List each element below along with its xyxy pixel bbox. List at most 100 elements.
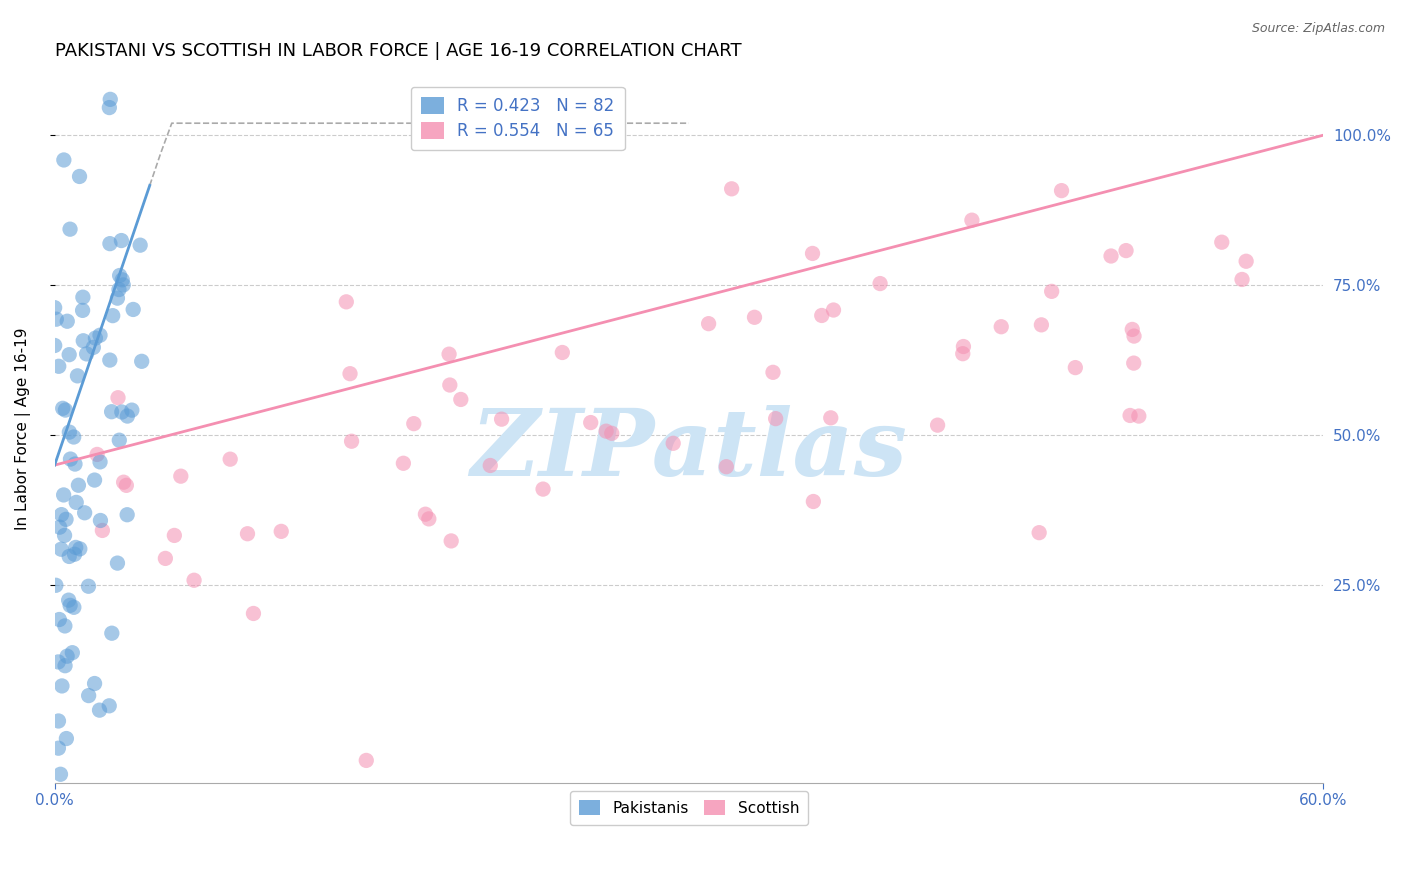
Point	[98, 353, 121, 368]
Point	[402, 417, 425, 431]
Point	[65, 495, 87, 509]
Point	[55, 731, 77, 746]
Point	[98, 92, 121, 106]
Point	[551, 345, 574, 359]
Point	[62, 430, 84, 444]
Point	[801, 246, 824, 260]
Point	[58, 549, 80, 564]
Point	[56, 314, 79, 328]
Point	[48, 359, 70, 374]
Point	[56, 649, 79, 664]
Point	[1123, 329, 1146, 343]
Point	[107, 391, 129, 405]
Point	[219, 452, 242, 467]
Point	[83, 473, 105, 487]
Point	[52, 153, 75, 167]
Point	[491, 412, 513, 426]
Point	[801, 494, 824, 508]
Point	[122, 302, 145, 317]
Point	[49, 767, 72, 781]
Point	[86, 447, 108, 461]
Point	[82, 340, 104, 354]
Point	[73, 506, 96, 520]
Point	[952, 347, 974, 361]
Point	[46, 655, 69, 669]
Point	[1121, 322, 1143, 336]
Point	[439, 378, 461, 392]
Point	[89, 328, 111, 343]
Point	[960, 213, 983, 227]
Point	[48, 741, 70, 756]
Point	[765, 411, 787, 425]
Point	[101, 626, 124, 640]
Point	[48, 613, 70, 627]
Point	[45, 578, 67, 592]
Point	[579, 416, 602, 430]
Point	[72, 303, 94, 318]
Point	[339, 367, 361, 381]
Point	[52, 401, 75, 416]
Point	[83, 676, 105, 690]
Point	[117, 409, 139, 423]
Point	[77, 579, 100, 593]
Text: Source: ZipAtlas.com: Source: ZipAtlas.com	[1251, 22, 1385, 36]
Point	[53, 528, 76, 542]
Point	[1040, 285, 1063, 299]
Point	[72, 290, 94, 304]
Point	[437, 347, 460, 361]
Point	[1064, 360, 1087, 375]
Point	[89, 455, 111, 469]
Point	[820, 410, 842, 425]
Point	[108, 283, 131, 297]
Point	[1099, 249, 1122, 263]
Point	[101, 309, 124, 323]
Point	[270, 524, 292, 539]
Point	[335, 294, 357, 309]
Point	[45, 312, 67, 326]
Point	[111, 273, 134, 287]
Point	[595, 424, 617, 438]
Point	[44, 301, 66, 315]
Point	[76, 347, 98, 361]
Point	[744, 310, 766, 325]
Point	[53, 658, 76, 673]
Point	[1122, 356, 1144, 370]
Point	[927, 418, 949, 433]
Point	[1050, 184, 1073, 198]
Point	[91, 524, 114, 538]
Text: PAKISTANI VS SCOTTISH IN LABOR FORCE | AGE 16-19 CORRELATION CHART: PAKISTANI VS SCOTTISH IN LABOR FORCE | A…	[55, 42, 741, 60]
Point	[60, 646, 83, 660]
Point	[990, 319, 1012, 334]
Point	[69, 541, 91, 556]
Point	[479, 458, 502, 473]
Point	[53, 403, 76, 417]
Point	[49, 542, 72, 557]
Text: ZIPatlas: ZIPatlas	[471, 405, 907, 495]
Point	[418, 512, 440, 526]
Point	[63, 457, 86, 471]
Point	[98, 698, 121, 713]
Point	[236, 526, 259, 541]
Point	[69, 169, 91, 184]
Point	[59, 222, 82, 236]
Point	[129, 238, 152, 252]
Y-axis label: In Labor Force | Age 16-19: In Labor Force | Age 16-19	[15, 328, 31, 531]
Point	[51, 679, 73, 693]
Point	[108, 268, 131, 283]
Point	[600, 426, 623, 441]
Point	[72, 334, 94, 348]
Point	[869, 277, 891, 291]
Point	[952, 339, 974, 353]
Point	[1031, 318, 1053, 332]
Point	[450, 392, 472, 407]
Point	[59, 452, 82, 467]
Point	[112, 277, 135, 292]
Point	[662, 436, 685, 450]
Point	[98, 101, 121, 115]
Point	[121, 403, 143, 417]
Point	[1119, 409, 1142, 423]
Point	[810, 309, 832, 323]
Point	[44, 338, 66, 352]
Point	[1211, 235, 1233, 250]
Point	[111, 405, 134, 419]
